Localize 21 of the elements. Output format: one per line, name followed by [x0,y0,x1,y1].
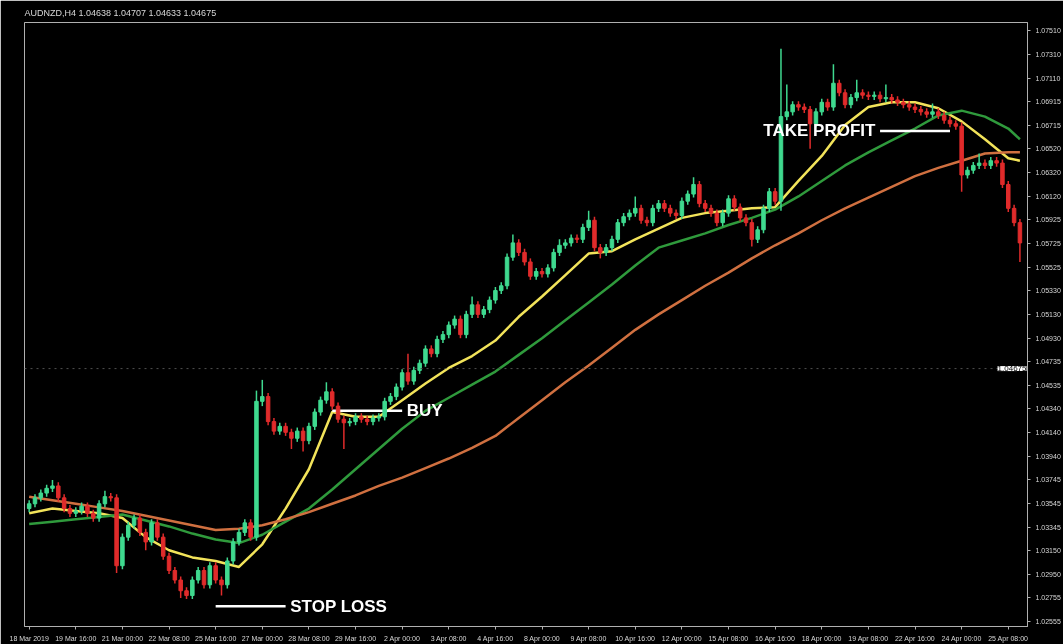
candlestick [883,83,889,104]
annotation: STOP LOSS [290,596,387,616]
candlestick [638,204,644,225]
candlestick [749,218,755,248]
ref-line-label: 1.04675 [997,364,1028,374]
candlestick [207,561,213,590]
candlestick [300,426,306,453]
candlestick [160,532,166,561]
candlestick [405,352,411,386]
candlestick [831,63,836,112]
candlestick [871,90,877,101]
chart-title: AUDNZD,H4 1.04638 1.04707 1.04633 1.04675 [24,7,217,18]
candlestick [510,233,516,262]
candlestick [96,499,102,523]
candlestick [149,518,154,547]
candlestick [726,194,731,218]
candlestick [248,518,253,542]
candlestick [458,314,463,339]
candlestick [108,492,113,503]
candlestick [155,518,160,542]
candlestick [1017,218,1023,263]
